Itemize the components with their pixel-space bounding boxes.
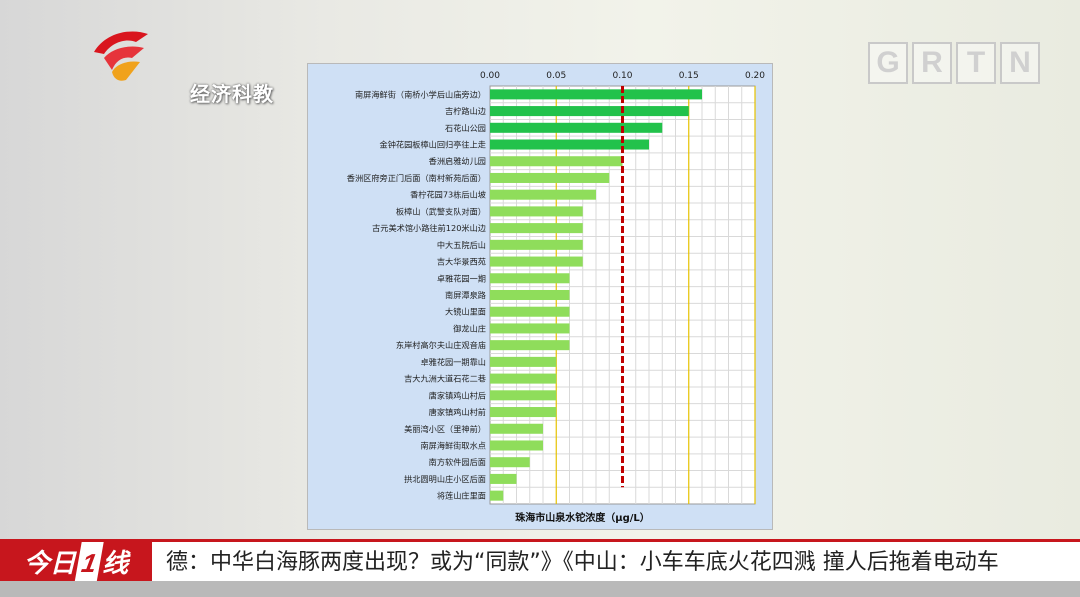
data-bar	[490, 206, 583, 217]
category-label: 吉大华景西苑	[437, 257, 486, 267]
category-label: 南屏海鲜街（南桥小学后山庙旁边）	[355, 89, 486, 99]
data-bar	[490, 440, 543, 451]
grtn-letter: N	[1000, 42, 1040, 84]
news-ticker: 今日 1 线 德：中华白海豚两度出现？或为“同款”》《中山：小车车底火花四溅 撞人后…	[0, 539, 1080, 584]
ticker-brand-a: 今日	[23, 548, 76, 578]
ticker-brand-b: 线	[102, 548, 129, 578]
grtn-letter: G	[868, 42, 908, 84]
data-bar	[490, 306, 570, 317]
data-bar	[490, 407, 557, 418]
data-bar	[490, 340, 570, 351]
category-label: 将莲山庄里面	[437, 491, 486, 501]
category-label: 香洲启雅幼儿园	[429, 156, 486, 166]
data-bar	[490, 239, 583, 250]
category-label: 美丽湾小区（里神前）	[404, 424, 486, 434]
category-label: 拱北圆明山庄小区后面	[404, 474, 486, 484]
channel-logo-icon	[94, 31, 148, 81]
category-label: 唐家镇鸡山村前	[429, 407, 486, 417]
data-bar	[490, 223, 583, 234]
data-bar	[490, 89, 702, 100]
x-tick-label: 0.10	[612, 71, 632, 81]
grtn-letter: R	[912, 42, 952, 84]
category-label: 古元美术馆小路往前120米山边	[372, 223, 486, 233]
grtn-letter: T	[956, 42, 996, 84]
grtn-logo: G R T N	[868, 42, 1040, 84]
category-label: 香洲区府旁正门后面（南村新苑后面）	[347, 173, 486, 183]
category-label: 御龙山庄	[453, 323, 486, 333]
x-axis-title: 珠海市山泉水铊浓度（μg/L）	[515, 511, 650, 524]
category-label: 香柠花园73栋后山坡	[410, 190, 486, 200]
category-label: 大镜山里面	[445, 307, 486, 317]
category-label: 吉大九洲大道石花二巷	[404, 374, 486, 384]
category-label: 南屏潭泉路	[445, 290, 486, 300]
category-label: 南方软件园后面	[429, 457, 486, 467]
category-label: 吉柠路山边	[445, 106, 486, 116]
ticker-text: 德：中华白海豚两度出现？或为“同款”》《中山：小车车底火花四溅 撞人后拖着电动车	[166, 550, 999, 575]
x-tick-label: 0.00	[480, 71, 500, 81]
data-bar	[490, 106, 689, 117]
category-label: 东岸村高尔夫山庄观音庙	[396, 340, 486, 350]
category-label: 板樟山（武警支队对面）	[396, 206, 486, 216]
data-bar	[490, 473, 517, 484]
bottom-strip	[0, 581, 1080, 597]
data-bar	[490, 289, 570, 301]
channel-logo: 经济科教	[80, 20, 273, 106]
data-bar	[490, 490, 504, 501]
chart-panel: 0.00 0.05 0.10 0.15 0.20 南屏海鲜街（南桥小学后山庙旁边） 吉柠路山…	[307, 63, 773, 530]
category-label: 石花山公园	[445, 123, 486, 133]
channel-name: 经济科教	[190, 82, 274, 106]
data-bar	[490, 189, 596, 200]
category-label: 卓雅花园一期	[437, 273, 486, 283]
category-label: 南屏海鲜街取水点	[420, 440, 486, 450]
category-label: 金钟花园板樟山回归亭往上走	[380, 140, 486, 150]
x-tick-label: 0.20	[745, 71, 765, 81]
bar-chart: 0.00 0.05 0.10 0.15 0.20 南屏海鲜街（南桥小学后山庙旁边） 吉柠路山…	[308, 64, 772, 529]
ticker-brand: 今日 1 线	[0, 542, 152, 584]
x-tick-label: 0.15	[679, 71, 699, 81]
ticker-brand-num: 1	[74, 542, 104, 584]
data-bar	[490, 273, 570, 284]
data-bar	[490, 172, 610, 183]
data-bar	[490, 122, 663, 133]
category-label: 中大五院后山	[437, 240, 486, 250]
data-bar	[490, 457, 530, 468]
data-bar	[490, 156, 623, 167]
x-tick-label: 0.05	[546, 71, 566, 81]
data-bar	[490, 373, 557, 384]
data-bar	[490, 323, 570, 334]
data-bar	[490, 390, 557, 401]
category-label: 卓雅花园一期靠山	[420, 357, 486, 367]
data-bar	[490, 256, 583, 267]
data-bar	[490, 139, 649, 150]
data-bar	[490, 356, 557, 367]
category-label: 唐家镇鸡山村后	[429, 390, 486, 400]
data-bar	[490, 423, 543, 434]
